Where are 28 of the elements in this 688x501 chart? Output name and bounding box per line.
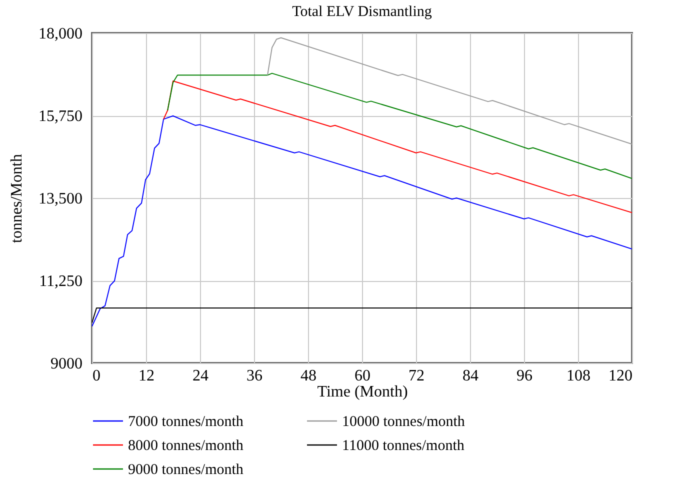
legend-label: 8000 tonnes/month <box>128 438 244 454</box>
chart-title: Total ELV Dismantling <box>292 4 432 20</box>
line-series <box>163 80 632 214</box>
x-tick-label: 72 <box>408 368 424 384</box>
x-tick-label: 120 <box>608 368 632 384</box>
y-tick-label: 13,500 <box>38 190 82 208</box>
line-series <box>167 72 632 180</box>
y-tick-label: 18,000 <box>38 26 82 42</box>
y-tick-label: 9000 <box>50 356 82 372</box>
x-tick-label: 0 <box>92 368 100 384</box>
y-axis-title: tonnes/Month <box>8 154 26 243</box>
y-tick-label: 15,750 <box>38 108 82 125</box>
legend-label: 9000 tonnes/month <box>128 462 244 478</box>
x-axis-title: Time (Month) <box>317 384 408 400</box>
x-tick-label: 108 <box>566 368 590 384</box>
line-series <box>267 37 632 145</box>
y-tick-label: 11,250 <box>39 273 82 290</box>
x-tick-label: 84 <box>462 368 478 384</box>
line-series <box>92 115 632 327</box>
x-tick-label: 48 <box>300 368 316 384</box>
x-tick-label: 24 <box>192 368 208 384</box>
x-tick-label: 60 <box>354 368 370 384</box>
x-tick-label: 96 <box>516 368 532 384</box>
x-tick-label: 36 <box>246 368 262 384</box>
legend-label: 11000 tonnes/month <box>342 438 465 454</box>
legend-label: 10000 tonnes/month <box>342 414 466 430</box>
x-tick-label: 12 <box>138 368 154 384</box>
legend-label: 7000 tonnes/month <box>128 414 244 430</box>
